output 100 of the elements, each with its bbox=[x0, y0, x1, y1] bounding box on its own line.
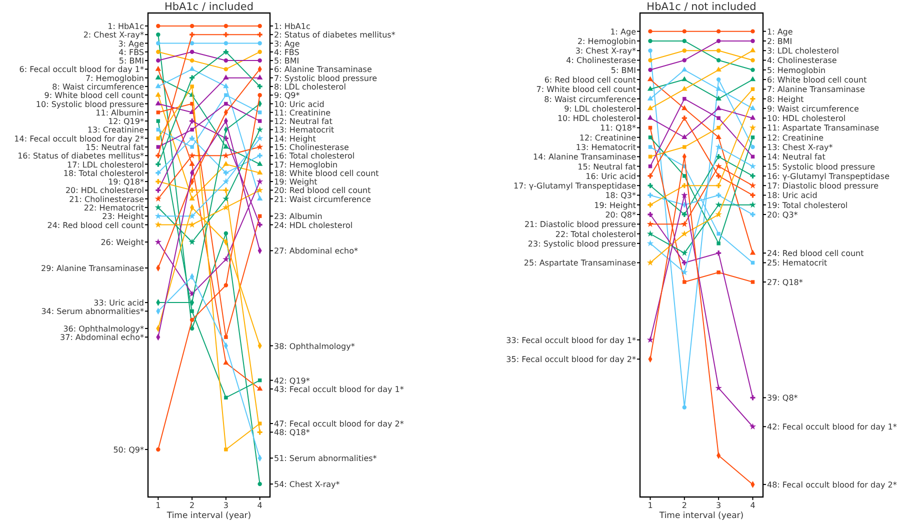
point bbox=[682, 260, 687, 266]
y2-tick-label: 16: Total cholesterol bbox=[274, 152, 355, 161]
y2-tick-label: 19: Weight bbox=[274, 178, 318, 187]
point bbox=[190, 32, 195, 38]
point bbox=[223, 32, 228, 38]
y2-tick-label: 3: Age bbox=[274, 39, 300, 48]
y-tick-label: 24: Red blood cell count bbox=[47, 220, 144, 230]
y-tick-label: 8: Waist circumference bbox=[52, 82, 144, 92]
point bbox=[648, 48, 652, 53]
y-tick-label: 13: Hematocrit bbox=[576, 143, 636, 152]
point bbox=[647, 86, 654, 91]
y-tick-label: 20: HDL cholesterol bbox=[65, 186, 144, 196]
point bbox=[716, 96, 722, 100]
y2-tick-label: 10: Uric acid bbox=[274, 100, 324, 109]
y-tick-label: 9: White blood cell count bbox=[44, 91, 144, 100]
point bbox=[188, 212, 196, 219]
y-tick-label: 10: Systolic blood pressure bbox=[36, 100, 144, 109]
point bbox=[156, 153, 161, 158]
y-tick-label: 2: Hemoglobin bbox=[577, 36, 636, 46]
point bbox=[648, 202, 653, 208]
point bbox=[257, 32, 262, 38]
point bbox=[256, 196, 263, 200]
point bbox=[189, 160, 195, 166]
y2-tick-label: 11: Aspartate Transaminase bbox=[767, 124, 880, 133]
point bbox=[154, 195, 162, 202]
point bbox=[156, 110, 160, 114]
x-tick-label: 1 bbox=[156, 501, 161, 510]
y-tick-label: 12: Creatinine bbox=[579, 133, 636, 142]
point bbox=[156, 41, 160, 46]
y-tick-label: 14: Alanine Transaminase bbox=[533, 152, 636, 162]
point bbox=[648, 173, 653, 178]
y2-tick-label: 10: HDL cholesterol bbox=[767, 114, 846, 124]
point bbox=[256, 74, 263, 80]
point bbox=[189, 196, 195, 200]
y2-tick-label: 54: Chest X-ray* bbox=[274, 480, 340, 490]
y-tick-label: 21: Diastolic blood pressure bbox=[524, 220, 636, 230]
point bbox=[646, 259, 654, 266]
x-tick-label: 2 bbox=[190, 501, 195, 510]
y-tick-label: 6: Red blood cell count bbox=[544, 76, 636, 85]
y2-tick-label: 12: Neutral fat bbox=[274, 117, 332, 126]
point bbox=[749, 182, 756, 188]
point bbox=[750, 68, 755, 72]
y2-tick-label: 17: Hemoglobin bbox=[274, 160, 338, 170]
point bbox=[156, 32, 160, 37]
point bbox=[716, 126, 720, 130]
point bbox=[682, 96, 686, 101]
point bbox=[156, 119, 160, 123]
point bbox=[648, 38, 652, 44]
point bbox=[682, 66, 688, 72]
y2-tick-label: 5: BMI bbox=[274, 56, 300, 66]
y2-tick-label: 8: Height bbox=[767, 94, 804, 104]
x-tick-label: 3 bbox=[223, 501, 228, 510]
y2-tick-label: 38: Ophthalmology* bbox=[274, 342, 355, 351]
point bbox=[682, 48, 687, 53]
point bbox=[222, 195, 230, 202]
point bbox=[716, 66, 722, 72]
y-tick-label: 19: Height bbox=[594, 200, 636, 210]
y-tick-label: 35: Fecal occult blood for day 2* bbox=[506, 355, 636, 364]
y-tick-label: 8: Waist circumference bbox=[544, 94, 636, 104]
point bbox=[749, 162, 756, 170]
y-tick-label: 23: Systolic blood pressure bbox=[528, 239, 636, 248]
y-tick-label: 12: Q19* bbox=[108, 117, 144, 126]
point bbox=[716, 105, 722, 110]
x-tick-label: 2 bbox=[682, 501, 687, 510]
point bbox=[682, 134, 688, 140]
y2-tick-label: 6: Alanine Transaminase bbox=[274, 65, 372, 74]
point bbox=[750, 212, 756, 218]
point bbox=[256, 160, 263, 166]
point bbox=[257, 153, 262, 158]
y-tick-label: 5: BMI bbox=[118, 56, 144, 66]
point bbox=[224, 24, 228, 28]
point bbox=[750, 250, 756, 255]
point bbox=[190, 318, 194, 322]
point bbox=[716, 154, 722, 160]
point bbox=[258, 482, 262, 486]
point bbox=[223, 74, 229, 80]
y-tick-label: 7: Hemoglobin bbox=[85, 74, 144, 83]
point bbox=[646, 240, 654, 246]
y-tick-label: 20: Q8* bbox=[605, 210, 636, 220]
y2-tick-label: 51: Serum abnormalities* bbox=[274, 454, 377, 464]
point bbox=[156, 170, 161, 176]
point bbox=[648, 145, 652, 149]
y2-tick-label: 27: Abdominal echo* bbox=[274, 246, 358, 256]
point bbox=[223, 83, 229, 88]
y-tick-label: 23: Height bbox=[102, 212, 144, 222]
point bbox=[256, 186, 264, 194]
point bbox=[682, 105, 688, 110]
y2-tick-label: 7: Systolic blood pressure bbox=[274, 74, 378, 83]
y-tick-label: 4: Cholinesterase bbox=[566, 56, 636, 66]
point bbox=[750, 47, 756, 52]
point bbox=[156, 447, 160, 452]
y2-tick-label: 14: Neutral fat bbox=[767, 152, 826, 162]
point bbox=[155, 100, 162, 106]
point bbox=[154, 204, 162, 210]
point bbox=[682, 86, 688, 91]
x-tick-label: 1 bbox=[648, 501, 653, 510]
point bbox=[682, 116, 687, 121]
point bbox=[750, 38, 755, 44]
y-tick-label: 2: Chest X-ray* bbox=[83, 30, 144, 40]
point bbox=[682, 212, 687, 218]
